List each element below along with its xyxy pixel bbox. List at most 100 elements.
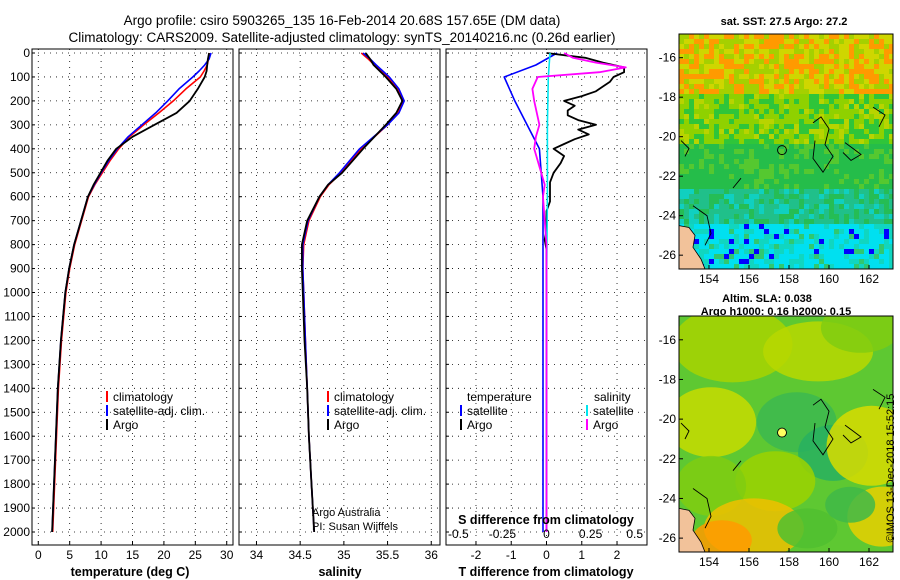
sst-cell bbox=[839, 134, 845, 140]
sst-cell bbox=[734, 159, 740, 165]
sst-cell bbox=[839, 74, 845, 80]
sst-cell bbox=[714, 89, 720, 95]
sst-cell bbox=[739, 109, 745, 115]
sst-cell bbox=[799, 69, 805, 75]
sst-cell bbox=[704, 74, 710, 80]
sst-cell bbox=[714, 219, 720, 225]
sst-cell bbox=[844, 49, 850, 55]
sst-cell bbox=[864, 224, 870, 230]
sst-cell bbox=[689, 164, 695, 170]
sst-cell bbox=[809, 219, 815, 225]
sst-cell bbox=[749, 164, 755, 170]
sst-cell bbox=[869, 224, 875, 230]
sst-cell bbox=[694, 129, 700, 135]
sst-cell bbox=[849, 49, 855, 55]
sst-cell bbox=[854, 139, 860, 145]
sst-cell bbox=[839, 119, 845, 125]
sst-cell bbox=[819, 204, 825, 210]
sst-cell bbox=[689, 99, 695, 105]
sst-cell bbox=[764, 129, 770, 135]
sst-cell bbox=[859, 44, 865, 50]
sst-cell bbox=[759, 149, 765, 155]
sst-cell bbox=[694, 109, 700, 115]
sst-cell bbox=[859, 124, 865, 130]
sst-cell bbox=[824, 129, 830, 135]
sst-cell bbox=[789, 169, 795, 175]
sst-cell bbox=[849, 159, 855, 165]
sst-cell bbox=[699, 54, 705, 60]
sst-cell bbox=[879, 164, 885, 170]
sst-cell bbox=[724, 69, 730, 75]
sst-cell bbox=[869, 49, 875, 55]
sst-cell bbox=[829, 264, 835, 269]
sst-cell bbox=[799, 119, 805, 125]
sst-cell bbox=[854, 169, 860, 175]
sst-cell bbox=[709, 129, 715, 135]
sst-cell bbox=[704, 129, 710, 135]
sst-cell bbox=[759, 259, 765, 265]
sst-cell bbox=[834, 74, 840, 80]
sst-cell bbox=[679, 124, 685, 130]
sst-cell bbox=[689, 134, 695, 140]
sst-cell bbox=[834, 34, 840, 40]
sst-cell bbox=[809, 134, 815, 140]
sst-cell bbox=[709, 139, 715, 145]
sst-cell bbox=[864, 204, 870, 210]
sst-cell bbox=[829, 69, 835, 75]
sst-cell bbox=[779, 89, 785, 95]
sst-cell bbox=[699, 74, 705, 80]
sst-cell bbox=[814, 149, 820, 155]
sst-cell bbox=[739, 219, 745, 225]
sla-patch bbox=[825, 486, 876, 523]
sst-cell bbox=[699, 214, 705, 220]
sst-cell bbox=[809, 39, 815, 45]
sst-cell bbox=[819, 59, 825, 65]
sst-cell bbox=[774, 69, 780, 75]
sst-cell bbox=[694, 169, 700, 175]
sst-cell bbox=[774, 124, 780, 130]
sst-cell bbox=[764, 39, 770, 45]
sst-cell bbox=[719, 199, 725, 205]
sst-cell bbox=[699, 164, 705, 170]
sst-cell bbox=[744, 64, 750, 70]
sst-cell bbox=[739, 224, 745, 230]
sst-cell bbox=[774, 239, 780, 245]
sst-cell bbox=[864, 54, 870, 60]
sst-cell bbox=[779, 49, 785, 55]
sst-cell bbox=[864, 189, 870, 195]
sst-cell bbox=[694, 159, 700, 165]
sst-cell bbox=[699, 244, 705, 250]
sst-cell bbox=[884, 59, 890, 65]
sst-cell bbox=[734, 209, 740, 215]
sst-cell bbox=[789, 239, 795, 245]
sst-cell bbox=[844, 64, 850, 70]
sst-cell bbox=[889, 129, 893, 135]
sla-patch bbox=[820, 316, 893, 353]
sst-cell bbox=[799, 79, 805, 85]
tick-layer: 0100200300400500600700800900100011001200… bbox=[3, 46, 643, 562]
depth-tick-label: 500 bbox=[10, 166, 30, 180]
sst-cell bbox=[829, 129, 835, 135]
x-tick-label: 35 bbox=[337, 548, 351, 562]
legend-label-t-argo: Argo bbox=[467, 418, 493, 432]
sst-cell bbox=[874, 54, 880, 60]
sst-cell bbox=[819, 104, 825, 110]
sst-cell bbox=[859, 114, 865, 120]
sst-cell bbox=[879, 254, 885, 260]
sst-cell bbox=[739, 124, 745, 130]
sst-cell bbox=[789, 229, 795, 235]
sst-cell bbox=[749, 149, 755, 155]
sst-cell bbox=[799, 44, 805, 50]
sst-cell bbox=[834, 159, 840, 165]
sst-cell bbox=[679, 59, 685, 65]
sst-cell bbox=[774, 139, 780, 145]
sst-cell bbox=[859, 79, 865, 85]
sst-cell bbox=[814, 199, 820, 205]
sst-cell bbox=[714, 54, 720, 60]
sst-cell bbox=[689, 109, 695, 115]
sst-cell bbox=[854, 144, 860, 150]
sst-cell bbox=[774, 214, 780, 220]
sst-cell bbox=[829, 189, 835, 195]
sst-cell bbox=[819, 54, 825, 60]
sst-cell bbox=[824, 89, 830, 95]
